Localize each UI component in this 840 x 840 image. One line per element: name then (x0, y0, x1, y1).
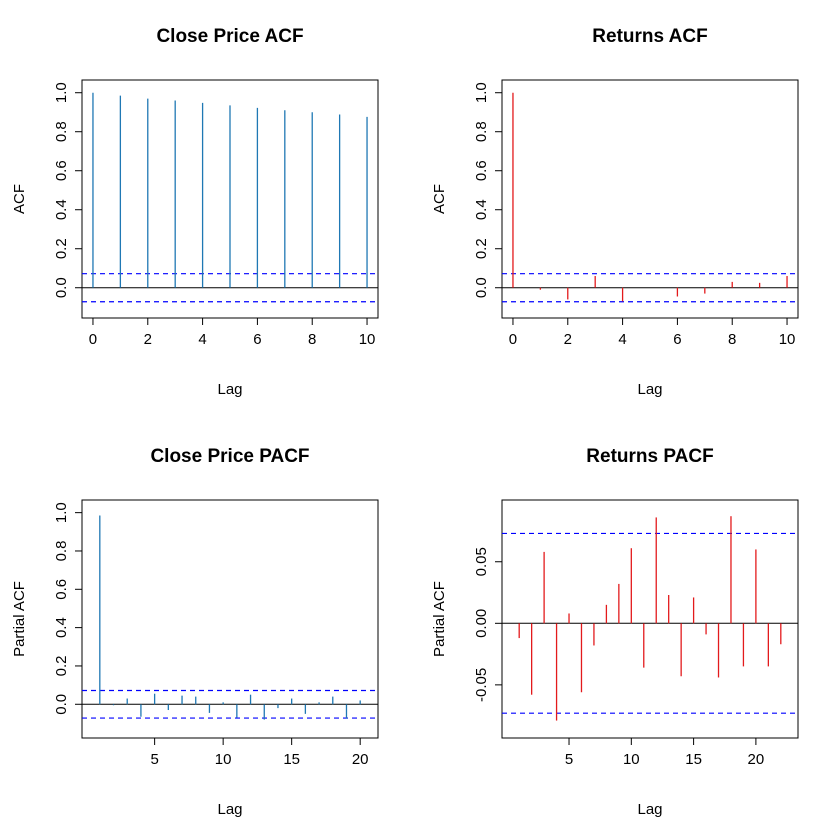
y-tick-label: 0.4 (53, 617, 70, 638)
x-tick-label: 2 (144, 331, 152, 348)
y-tick-label: 1.0 (53, 502, 70, 523)
x-tick-label: 10 (359, 331, 376, 348)
x-tick-label: 4 (198, 331, 206, 348)
chart-panel-1: Close Price ACF Lag ACF 0 2 4 6 8 10 0.0 0.2 0.4 0.6… (11, 26, 379, 398)
x-tick-label: 15 (283, 751, 300, 768)
y-tick-label: 0.00 (473, 609, 490, 638)
y-tick-label: 1.0 (473, 82, 490, 103)
y-tick-label: 0.05 (473, 547, 490, 576)
y-axis-label: ACF (431, 184, 448, 214)
chart-panel-4: Returns PACF Lag Partial ACF 5 10 15 20 -0.05 0.… (431, 446, 799, 818)
y-tick-label: 0.4 (53, 199, 70, 220)
x-tick-label: 10 (623, 751, 640, 768)
y-tick-label: 0.8 (53, 121, 70, 142)
y-tick-label: 0.8 (473, 121, 490, 142)
x-axis-label: Lag (217, 381, 242, 398)
y-axis-label: Partial ACF (431, 581, 448, 657)
y-tick-label: 0.0 (473, 277, 490, 298)
chart-title: Returns PACF (586, 446, 713, 467)
x-tick-label: 6 (673, 331, 681, 348)
x-tick-label: 4 (618, 331, 626, 348)
plot-frame (501, 79, 799, 319)
chart-panel-3: Close Price PACF Lag Partial ACF 5 10 15 20 0.0… (11, 446, 379, 818)
x-tick-label: 0 (509, 331, 517, 348)
y-axis-label: ACF (11, 184, 28, 214)
chart-title: Returns ACF (592, 26, 707, 47)
x-tick-label: 6 (253, 331, 261, 348)
y-tick-label: 0.4 (473, 199, 490, 220)
y-tick-label: 0.2 (53, 656, 70, 677)
y-axis-label: Partial ACF (11, 581, 28, 657)
chart-panel-2: Returns ACF Lag ACF 0 2 4 6 8 10 0.0 0.2 0.4 0.6 0.8 1… (431, 26, 799, 398)
y-tick-label: 0.2 (473, 238, 490, 259)
chart-title: Close Price PACF (150, 446, 309, 467)
x-tick-label: 0 (89, 331, 97, 348)
x-tick-label: 5 (150, 751, 158, 768)
x-tick-label: 20 (748, 751, 765, 768)
x-tick-label: 10 (779, 331, 796, 348)
x-tick-label: 15 (685, 751, 702, 768)
chart-title: Close Price ACF (156, 26, 303, 47)
plot-frame (81, 499, 379, 739)
y-tick-label: 0.6 (53, 579, 70, 600)
x-tick-label: 2 (564, 331, 572, 348)
x-tick-label: 10 (215, 751, 232, 768)
x-tick-label: 8 (728, 331, 736, 348)
y-tick-label: -0.05 (473, 668, 490, 702)
y-tick-label: 0.2 (53, 238, 70, 259)
x-tick-label: 8 (308, 331, 316, 348)
y-tick-label: 0.6 (53, 160, 70, 181)
y-tick-label: 0.6 (473, 160, 490, 181)
x-tick-label: 5 (565, 751, 573, 768)
y-tick-label: 0.8 (53, 541, 70, 562)
x-axis-label: Lag (637, 801, 662, 818)
x-tick-label: 20 (352, 751, 369, 768)
y-tick-label: 0.0 (53, 277, 70, 298)
y-tick-label: 0.0 (53, 694, 70, 715)
y-tick-label: 1.0 (53, 82, 70, 103)
x-axis-label: Lag (637, 381, 662, 398)
x-axis-label: Lag (217, 801, 242, 818)
plot-frame (501, 499, 799, 739)
